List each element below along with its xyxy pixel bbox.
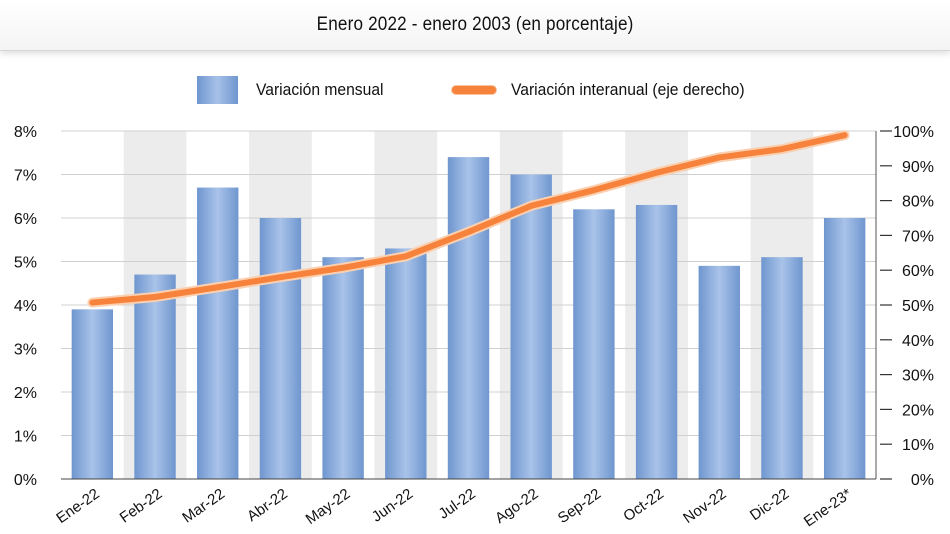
y-right-tick-label: 30%	[902, 368, 934, 385]
y-right-tick-label: 10%	[902, 437, 934, 454]
y-left-tick-label: 4%	[14, 298, 37, 315]
y-right-tick-label: 100%	[893, 124, 934, 141]
x-tick-label: Oct-22	[620, 485, 667, 525]
x-tick-label: Sep-22	[555, 485, 604, 527]
x-tick-label: Ene-22	[53, 485, 102, 527]
y-right-tick-label: 70%	[902, 228, 934, 245]
bar	[823, 218, 866, 479]
y-left-tick-label: 2%	[14, 385, 37, 402]
y-right-tick-label: 50%	[902, 298, 934, 315]
chart-title-bar: Enero 2022 - enero 2003 (en porcentaje)	[0, 0, 950, 51]
x-tick-label: Abr-22	[244, 485, 291, 525]
legend-swatch-monthly	[197, 76, 238, 104]
x-tick-label: Ago-22	[492, 485, 541, 527]
x-tick-label: Ene-23*	[801, 485, 855, 530]
bar	[635, 204, 678, 479]
bar	[134, 274, 176, 479]
y-right-tick-label: 60%	[902, 263, 934, 280]
x-tick-label: Jun-22	[369, 485, 416, 525]
x-tick-label: May-22	[303, 485, 354, 528]
bar	[447, 157, 490, 479]
y-left-tick-label: 1%	[14, 429, 37, 446]
y-right-tick-label: 20%	[902, 402, 934, 419]
line-series	[89, 132, 848, 306]
x-tick-label: Nov-22	[680, 485, 729, 527]
y-right-tick-label: 40%	[902, 333, 934, 350]
y-right-tick-label: 0%	[911, 472, 934, 489]
x-tick-label: Jul-22	[436, 485, 479, 522]
legend: Variación mensual Variación interanual (…	[0, 76, 950, 106]
bar	[761, 257, 803, 479]
y-right-tick-label: 80%	[902, 194, 934, 211]
bar	[322, 257, 364, 479]
y-left-tick-label: 7%	[14, 168, 37, 185]
bar	[71, 309, 114, 479]
bar	[385, 248, 427, 479]
bar	[698, 265, 740, 479]
legend-label-annual: Variación interanual (eje derecho)	[511, 80, 745, 99]
y-left-tick-label: 6%	[14, 211, 37, 228]
y-left-tick-label: 8%	[14, 124, 37, 141]
y-right-tick-label: 90%	[902, 159, 934, 176]
y-left-tick-label: 0%	[14, 472, 37, 489]
x-tick-label: Mar-22	[179, 485, 228, 526]
legend-swatch-annual	[452, 86, 496, 94]
x-tick-label: Feb-22	[117, 485, 166, 526]
bar	[197, 187, 239, 480]
bar	[510, 174, 552, 479]
y-left-tick-label: 5%	[14, 255, 37, 272]
x-tick-label: Dic-22	[747, 485, 792, 524]
y-left-tick-label: 3%	[14, 342, 37, 359]
bar	[573, 209, 615, 480]
legend-label-monthly: Variación mensual	[256, 80, 384, 99]
bar	[259, 218, 302, 479]
chart-title: Enero 2022 - enero 2003 (en porcentaje)	[316, 14, 634, 35]
